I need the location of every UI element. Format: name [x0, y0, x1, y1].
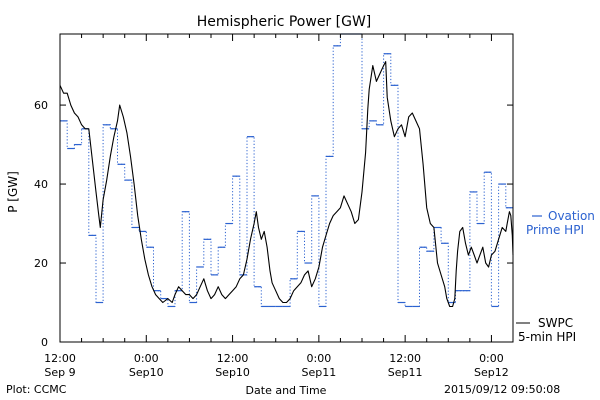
y-tick-label: 40 — [34, 178, 48, 191]
legend-ovation-line2: Prime HPI — [526, 223, 584, 237]
x-tick-label-time: 0:00 — [307, 352, 332, 365]
swpc-series — [59, 61, 514, 308]
footer-timestamp: 2015/09/12 09:50:08 — [444, 383, 561, 396]
legend-swpc-line2: 5-min HPI — [518, 330, 576, 344]
x-tick-label-time: 0:00 — [479, 352, 504, 365]
plot-frame — [59, 33, 514, 343]
y-tick-label: 20 — [34, 257, 48, 270]
x-tick-label-date: Sep12 — [474, 366, 509, 379]
x-axis-label: Date and Time — [246, 384, 327, 397]
x-tick-label-date: Sep 9 — [44, 366, 75, 379]
x-tick-label-time: 12:00 — [44, 352, 76, 365]
y-axis-label: P [GW] — [6, 171, 20, 213]
x-tick-label-date: Sep11 — [301, 366, 336, 379]
y-tick-label: 0 — [41, 336, 48, 349]
chart-title: Hemispheric Power [GW] — [197, 14, 372, 30]
x-tick-label-date: Sep10 — [215, 366, 250, 379]
legend-swpc: SWPC 5-min HPI — [516, 316, 576, 344]
ovation-prime-line — [60, 33, 513, 307]
x-tick-label-time: 0:00 — [134, 352, 159, 365]
x-tick-label-time: 12:00 — [217, 352, 249, 365]
x-tick-label-date: Sep10 — [129, 366, 164, 379]
plot-area — [59, 33, 514, 343]
x-tick-label-date: Sep11 — [388, 366, 423, 379]
legend-ovation-line1: Ovation — [548, 209, 595, 223]
swpc-hpi-line — [59, 61, 514, 308]
ovation-prime-series — [60, 33, 513, 308]
footer-credit: Plot: CCMC — [6, 383, 67, 396]
y-tick-label: 60 — [34, 99, 48, 112]
legend-swpc-line1: SWPC — [538, 316, 573, 330]
y-axis: 0 20 40 60 — [34, 99, 513, 349]
legend-ovation-prime: Ovation Prime HPI — [526, 209, 595, 237]
x-tick-label-time: 12:00 — [389, 352, 421, 365]
